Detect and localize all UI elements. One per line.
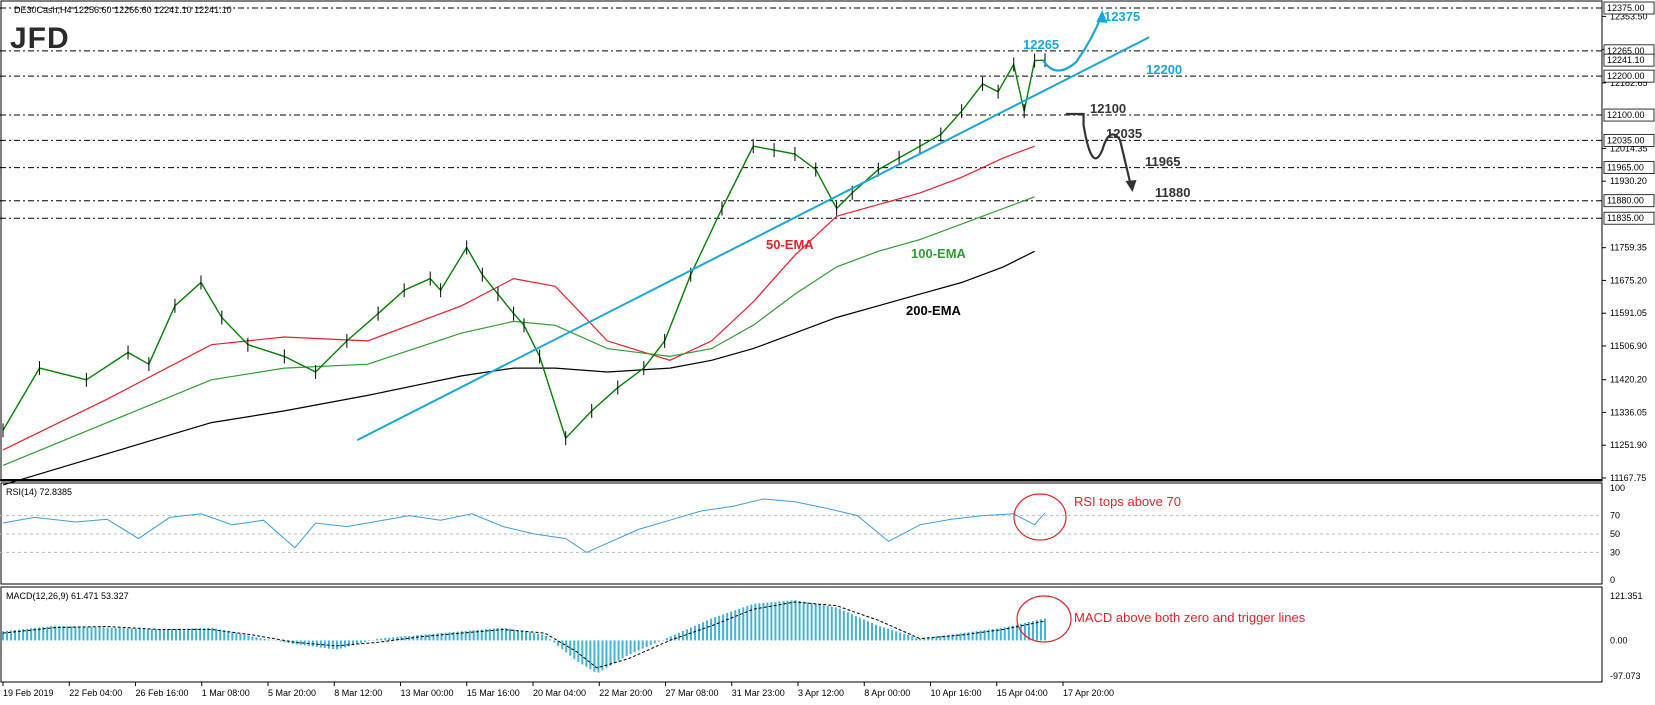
- x-tick-label: 27 Mar 08:00: [666, 688, 719, 698]
- label-50-ema: 50-EMA: [766, 237, 814, 252]
- rsi-highlight-circle: [1013, 493, 1067, 541]
- level-label: 12035.00: [1607, 135, 1645, 145]
- level-label-box: [1603, 161, 1655, 175]
- level-label: 12100.00: [1607, 110, 1645, 120]
- label-11880: 11880: [1155, 185, 1190, 200]
- y-tick-label: 11420.20: [1610, 375, 1647, 385]
- x-tick-label: 13 Mar 00:00: [401, 688, 454, 698]
- x-tick-label: 20 Mar 04:00: [533, 688, 586, 698]
- support-trendline: [356, 36, 1150, 442]
- y-tick-label: 11591.05: [1610, 308, 1647, 318]
- ema-lines: [2, 145, 1035, 486]
- level-label-box: [1603, 194, 1655, 208]
- rsi-tick-label: 30: [1610, 547, 1620, 557]
- level-label: 12241.10: [1607, 55, 1645, 65]
- ema-line-100-ema: [2, 196, 1035, 466]
- scenario-arrows: [1041, 10, 1137, 192]
- y-tick-label: 11675.20: [1610, 275, 1647, 285]
- macd-tick-label: -97.073: [1610, 671, 1641, 681]
- x-tick-label: 10 Apr 16:00: [931, 688, 982, 698]
- ema-line-200-ema: [2, 250, 1035, 486]
- price-series-line: [2, 59, 1046, 440]
- level-label: 11880.00: [1607, 196, 1644, 206]
- macd-panel: 121.351 0.00 -97.073: [2, 591, 1643, 681]
- rsi-line: [2, 498, 1046, 553]
- rsi-panel: 100 70 50 30 0: [0, 483, 1625, 585]
- label-100-ema: 100-EMA: [911, 246, 967, 261]
- label-12200: 12200: [1146, 62, 1182, 77]
- jfd-logo: JFD: [10, 22, 70, 55]
- level-label: 11965.00: [1607, 163, 1644, 173]
- level-label-box: [1603, 1, 1655, 15]
- rsi-annotation: RSI tops above 70: [1074, 494, 1181, 509]
- symbol-line: DE30Cash,H4 12256.60 12266.60 12241.10 1…: [14, 5, 232, 15]
- downside-arrow: [1065, 112, 1133, 189]
- y-tick-label: 11506.90: [1610, 341, 1647, 351]
- label-11965: 11965: [1145, 154, 1180, 169]
- macd-tick-label: 121.351: [1610, 591, 1643, 601]
- y-tick-label: 12182.65: [1610, 78, 1648, 88]
- upside-arrowhead: [1096, 10, 1108, 23]
- x-tick-label: 15 Mar 16:00: [467, 688, 520, 698]
- label-12100: 12100: [1090, 101, 1126, 116]
- y-tick-label: 12014.35: [1610, 143, 1648, 153]
- rsi-tick-label: 50: [1610, 529, 1620, 539]
- level-label-box: [1603, 53, 1655, 67]
- price-y-axis: 12353.5012268.1512182.6512014.3511930.20…: [1602, 1, 1655, 483]
- y-tick-label: 11251.90: [1610, 440, 1647, 450]
- level-label-box: [1603, 108, 1655, 122]
- level-label-box: [1603, 133, 1655, 147]
- level-label: 12265.00: [1607, 46, 1645, 56]
- label-12375: 12375: [1104, 9, 1140, 24]
- x-tick-label: 31 Mar 23:00: [732, 688, 785, 698]
- y-tick-label: 11759.35: [1610, 243, 1647, 253]
- x-tick-label: 26 Feb 16:00: [136, 688, 189, 698]
- level-label-box: [1603, 211, 1655, 225]
- rsi-tick-label: 0: [1610, 575, 1615, 585]
- macd-tick-label: 0.00: [1610, 635, 1628, 645]
- downside-arrowhead: [1125, 180, 1137, 192]
- macd-highlight-circle: [1016, 595, 1072, 643]
- level-label: 12200.00: [1607, 71, 1645, 81]
- y-tick-label: 11930.20: [1610, 176, 1647, 186]
- x-tick-label: 19 Feb 2019: [3, 688, 54, 698]
- horizontal-levels: [0, 7, 1602, 219]
- x-tick-label: 5 Mar 20:00: [268, 688, 316, 698]
- rsi-tick-label: 100: [1610, 483, 1625, 493]
- x-tick-label: 17 Apr 20:00: [1063, 688, 1114, 698]
- rsi-title: RSI(14) 72.8385: [6, 487, 72, 497]
- y-tick-label: 12353.50: [1610, 11, 1648, 21]
- upside-arrow: [1041, 13, 1104, 72]
- x-axis: 19 Feb 2019 22 Feb 04:00 26 Feb 16:00 1 Mar…: [2, 682, 1114, 698]
- ema-line-50-ema: [2, 145, 1035, 451]
- price-line: [2, 53, 1046, 446]
- label-12035: 12035: [1106, 126, 1142, 141]
- level-label: 11835.00: [1607, 213, 1644, 223]
- macd-panel-frame: [0, 586, 1603, 683]
- x-tick-label: 8 Apr 00:00: [864, 688, 910, 698]
- rsi-tick-label: 70: [1610, 511, 1620, 521]
- x-tick-label: 15 Apr 04:00: [997, 688, 1048, 698]
- y-tick-label: 11336.05: [1610, 407, 1647, 417]
- trendline: [356, 36, 1150, 442]
- level-label-box: [1603, 69, 1655, 83]
- macd-signal-line: [2, 601, 1046, 669]
- x-tick-label: 22 Feb 04:00: [69, 688, 122, 698]
- x-tick-label: 8 Mar 12:00: [334, 688, 382, 698]
- y-tick-label: 11167.75: [1610, 473, 1646, 483]
- level-label: 12375.00: [1607, 3, 1645, 13]
- x-tick-label: 3 Apr 12:00: [798, 688, 844, 698]
- label-200-ema: 200-EMA: [906, 303, 962, 318]
- x-tick-label: 1 Mar 08:00: [202, 688, 250, 698]
- macd-title: MACD(12,26,9) 61.471 53.327: [6, 591, 129, 601]
- macd-annotation: MACD above both zero and trigger lines: [1074, 610, 1306, 625]
- x-tick-label: 22 Mar 20:00: [599, 688, 652, 698]
- label-12265: 12265: [1023, 37, 1059, 52]
